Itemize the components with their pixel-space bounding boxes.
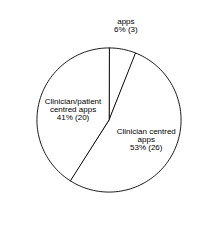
svg-text:apps6% (3): apps6% (3) [114, 17, 138, 34]
svg-text:Clinician/patientcentred apps4: Clinician/patientcentred apps41% (20) [45, 97, 102, 122]
svg-text:Clinician centredapps53% (26): Clinician centredapps53% (26) [117, 127, 176, 152]
